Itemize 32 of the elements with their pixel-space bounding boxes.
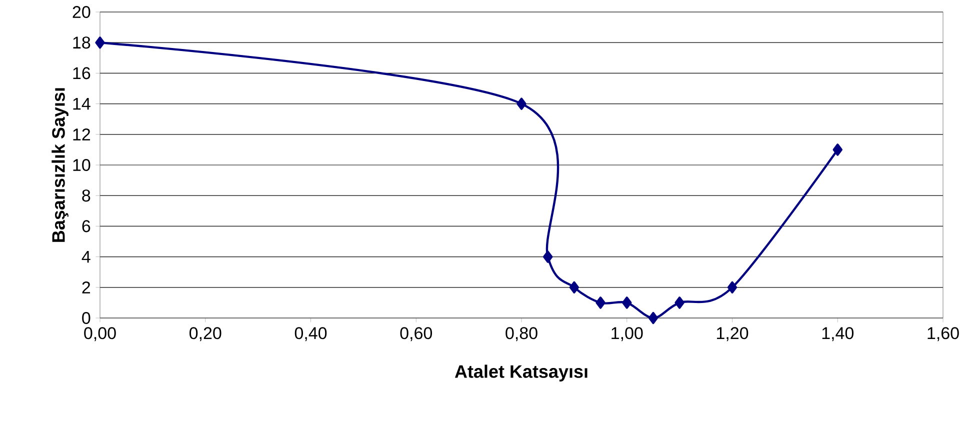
y-tick-label: 0 [82, 312, 90, 324]
y-tick-label: 14 [73, 98, 90, 110]
point [832, 144, 842, 156]
x-tick-label: 0,00 [84, 327, 116, 342]
point [596, 296, 606, 309]
point [674, 296, 684, 309]
y-tick-label: 8 [82, 190, 90, 202]
y-tick-label: 20 [72, 6, 90, 18]
x-tick-label: 0,40 [294, 327, 327, 342]
y-tick-label: 16 [73, 67, 90, 80]
x-tick-label: 1,00 [612, 327, 643, 342]
y-tick-label: 4 [82, 250, 90, 263]
point [622, 296, 632, 309]
x-axis-title: Atalet Katsayısı [454, 364, 588, 382]
x-tick-label: 0,20 [190, 327, 222, 342]
y-tick-label: 2 [82, 281, 90, 294]
y-axis-title: Başarısızlık Sayısı [52, 88, 68, 242]
point [543, 250, 553, 263]
y-tick-label: 18 [73, 36, 90, 49]
point [727, 281, 738, 294]
point [648, 312, 658, 324]
y-tick-label: 10 [73, 158, 90, 172]
x-tick-label: 0,80 [506, 327, 538, 342]
x-tick-label: 1,60 [928, 327, 959, 342]
point [569, 281, 580, 294]
point [95, 36, 105, 49]
y-tick-label: 6 [82, 220, 90, 232]
x-tick-label: 1,20 [717, 327, 748, 342]
x-tick-label: 0,60 [400, 327, 432, 342]
point [516, 98, 526, 110]
x-tick-label: 1,40 [822, 327, 854, 342]
y-tick-label: 12 [73, 128, 90, 140]
